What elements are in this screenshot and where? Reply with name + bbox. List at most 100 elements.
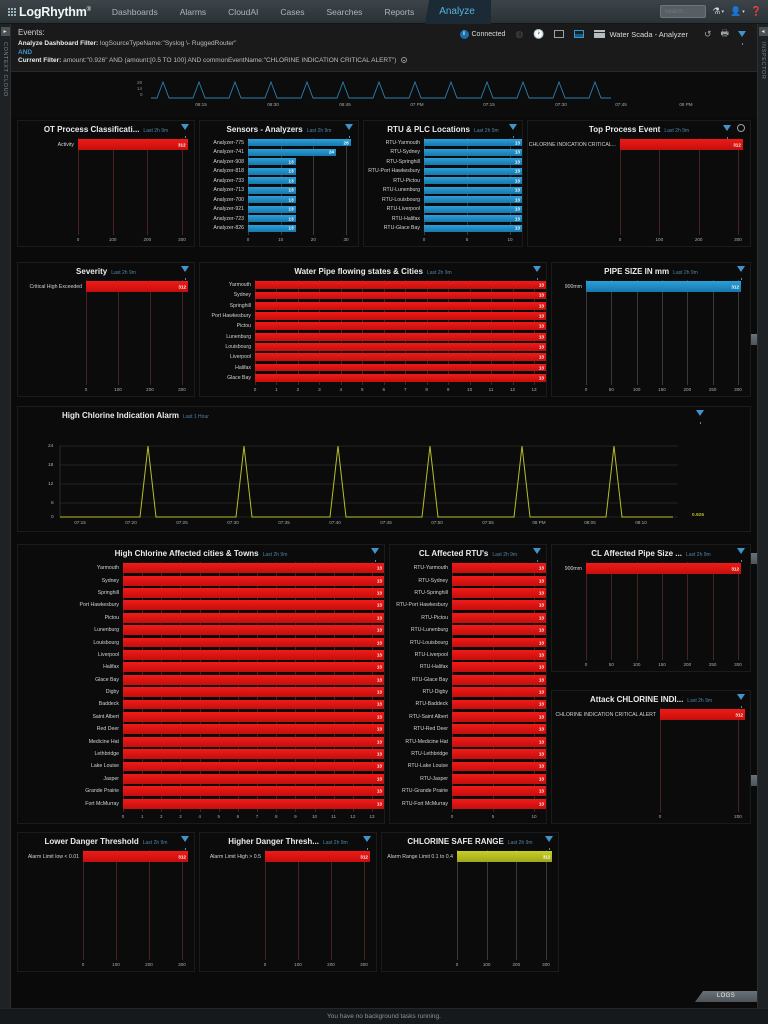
chart-bar-row[interactable]: RTU-Digby 13 [390,686,546,698]
chart-bar-row[interactable]: RTU-Port Hawkesbury 13 [364,167,522,177]
bar-fill[interactable]: 13 [123,662,384,673]
chart-bar-row[interactable]: RTU-Lunenburg 13 [390,624,546,636]
bar-fill[interactable]: 13 [255,343,546,351]
chart-bar-row[interactable]: RTU-Springhill 13 [390,587,546,599]
chart-bar-row[interactable]: RTU-Lunenburg 13 [364,186,522,196]
bar-fill[interactable]: 13 [424,158,522,166]
bar-fill[interactable]: 13 [452,600,546,611]
bar-fill[interactable]: 312 [620,139,743,150]
filter-icon[interactable] [737,694,745,708]
bar-fill[interactable]: 13 [424,196,522,204]
bar-fill[interactable]: 13 [123,649,384,660]
widget-attack-chlorine-indication[interactable]: Attack CHLORINE INDI... Last 2h 9m CHLOR… [551,690,751,824]
bar-fill[interactable]: 13 [255,322,546,331]
undo-icon[interactable]: ↺ [703,28,712,39]
chart-bar-row[interactable]: Digby 13 [18,686,384,698]
chart-bar-row[interactable]: RTU-Sydney 13 [364,148,522,158]
bar-fill[interactable]: 312 [660,709,746,720]
print-icon[interactable]: 🖶 [720,28,730,38]
bar-fill[interactable]: 13 [123,699,384,710]
user-icon[interactable]: 👤 ▾ [730,6,745,16]
bar-fill[interactable]: 13 [424,139,522,147]
bar-fill[interactable]: 13 [123,736,384,747]
filter-icon[interactable] [533,266,541,280]
layout-icon[interactable] [554,30,565,38]
bar-fill[interactable]: 312 [83,851,188,862]
chart-bar-row[interactable]: Activity 312 [18,138,194,151]
settings-sliders-icon[interactable]: ⚗ ▾ [712,6,725,16]
bar-fill[interactable]: 13 [452,761,546,772]
chart-bar-row[interactable]: RTU-Glace Bay 13 [390,674,546,686]
chart-bar-row[interactable]: Analyzer-775 28 [200,138,358,148]
bar-fill[interactable]: 13 [255,373,546,382]
bar-fill[interactable]: 13 [452,649,546,660]
chart-bar-row[interactable]: RTU-Louisbourg 13 [364,195,522,205]
widget-high-chlorine-affected-cities[interactable]: High Chlorine Affected cities & Towns La… [17,544,385,824]
widget-higher-danger-threshold[interactable]: Higher Danger Thresh... Last 2h 9m Alarm… [199,832,377,972]
chart-bar-row[interactable]: RTU-Yarmouth 13 [390,562,546,574]
bar-fill[interactable]: 13 [248,177,296,185]
chart-bar-row[interactable]: Analyzer-713 13 [200,186,358,196]
chart-bar-row[interactable]: Grande Prairie 13 [18,785,384,797]
nav-item-alarms[interactable]: Alarms [179,6,207,17]
widget-top-process-event[interactable]: Top Process Event Last 2h 9m CHLORINE IN… [527,120,751,247]
grid-blue-icon[interactable] [574,30,585,38]
chart-bar-row[interactable]: Sydney 13 [18,574,384,586]
bar-fill[interactable]: 13 [452,674,546,685]
bar-fill[interactable]: 13 [123,674,384,685]
chart-bar-row[interactable]: Louisbourg 13 [18,636,384,648]
bar-fill[interactable]: 13 [424,205,522,213]
bar-fill[interactable]: 312 [265,851,370,862]
bar-fill[interactable]: 312 [457,851,553,862]
chart-bar-row[interactable]: Lethbridge 13 [18,748,384,760]
bar-fill[interactable]: 13 [123,711,384,722]
chart-bar-row[interactable]: RTU-Jasper 13 [390,773,546,785]
chart-bar-row[interactable]: Pictou 13 [18,612,384,624]
chart-bar-row[interactable]: Baddeck 13 [18,698,384,710]
filter-icon[interactable] [345,124,353,138]
chart-bar-row[interactable]: RTU-Red Deer 13 [390,723,546,735]
bar-fill[interactable]: 13 [452,736,546,747]
bar-fill[interactable]: 13 [123,724,384,735]
chart-bar-row[interactable]: Red Deer 13 [18,723,384,735]
bar-fill[interactable]: 312 [586,281,742,292]
chart-bar-row[interactable]: Fort McMurray 13 [18,797,384,809]
bar-fill[interactable]: 13 [248,158,296,166]
bar-fill[interactable]: 13 [123,625,384,636]
chart-bar-row[interactable]: RTU-Glace Bay 13 [364,224,522,234]
chart-bar-row[interactable]: Analyzer-826 13 [200,224,358,234]
chart-bar-row[interactable]: Springhill 13 [200,301,546,311]
bar-fill[interactable]: 13 [255,363,546,372]
logrhythm-logo[interactable]: LogRhythm® [0,5,101,19]
bar-fill[interactable]: 312 [586,563,742,574]
filter-icon[interactable] [371,548,379,562]
bar-fill[interactable]: 13 [255,312,546,320]
bar-fill[interactable]: 13 [424,177,522,185]
chart-bar-row[interactable]: RTU-Liverpool 13 [364,205,522,215]
bar-fill[interactable]: 13 [248,224,296,232]
filter-icon[interactable] [509,124,517,138]
chart-bar-row[interactable]: Saint Albert 13 [18,711,384,723]
chart-bar-row[interactable]: Analyzer-741 24 [200,148,358,158]
chart-bar-row[interactable]: RTU-Lake Louise 13 [390,760,546,772]
chart-bar-row[interactable]: Critical High Exceeded 312 [18,280,194,293]
chart-bar-row[interactable]: RTU-Medicine Hat 13 [390,735,546,747]
bar-fill[interactable]: 13 [123,798,384,809]
chart-bar-row[interactable]: RTU-Grande Prairie 13 [390,785,546,797]
bar-fill[interactable]: 13 [248,215,296,223]
bar-fill[interactable]: 13 [248,186,296,194]
chart-bar-row[interactable]: RTU-Port Hawkesbury 13 [390,599,546,611]
bar-fill[interactable]: 28 [248,139,351,147]
bar-fill[interactable]: 13 [123,612,384,623]
bar-fill[interactable]: 13 [452,563,546,574]
bar-fill[interactable]: 13 [123,575,384,586]
bar-fill[interactable]: 13 [123,786,384,797]
chart-bar-row[interactable]: CHLORINE INDICATION CRITICAL... 312 [528,138,750,151]
chart-bar-row[interactable]: Halifax 13 [200,362,546,372]
chart-bar-row[interactable]: 900mm 312 [552,280,750,293]
filter-icon[interactable] [363,836,371,850]
chart-bar-row[interactable]: RTU-Baddeck 13 [390,698,546,710]
filter-icon[interactable] [533,548,541,562]
chart-bar-row[interactable]: RTU-Springhill 13 [364,157,522,167]
chart-bar-row[interactable]: Pictou 13 [200,321,546,331]
